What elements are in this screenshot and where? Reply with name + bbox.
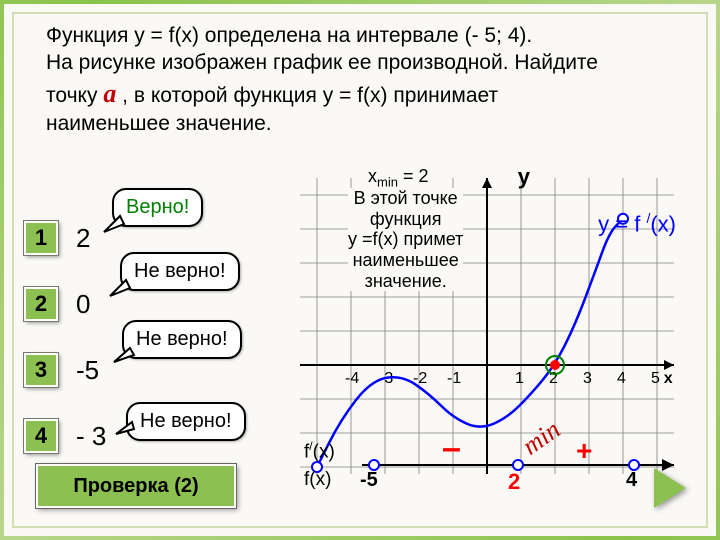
answer-button-1[interactable]: 1 — [24, 221, 58, 255]
answer-row: 1 2 — [24, 208, 106, 268]
bubble-wrong-2: Не верно! — [120, 252, 240, 291]
answer-button-2[interactable]: 2 — [24, 287, 58, 321]
answer-row: 4 - 3 — [24, 406, 106, 466]
check-button[interactable]: Проверка (2) — [36, 464, 236, 508]
answer-value-2: 0 — [76, 289, 90, 320]
sign-val-3: 4 — [626, 469, 637, 492]
problem-line3-pre: точку — [46, 84, 103, 107]
problem-line3-post: , в которой функция y = f(x) принимает — [122, 84, 498, 107]
answer-button-4[interactable]: 4 — [24, 419, 58, 453]
bubble-wrong-4: Не верно! — [126, 402, 246, 441]
svg-text:x: x — [664, 370, 673, 387]
problem-var: a — [103, 79, 116, 108]
sign-minus: – — [442, 429, 461, 468]
sign-val-2: 2 — [508, 469, 520, 495]
bubble-wrong-text: Не верно! — [140, 410, 232, 432]
problem-line1: Функция y = f(x) определена на интервале… — [46, 24, 532, 47]
next-button[interactable] — [654, 468, 686, 508]
sign-plus: + — [576, 435, 592, 467]
equation-label: y = f /(x) — [598, 210, 676, 237]
answer-value-4: - 3 — [76, 421, 106, 452]
svg-text:1: 1 — [515, 370, 524, 387]
answer-row: 2 0 — [24, 274, 106, 334]
bubble-tail-icon — [112, 420, 138, 438]
bubble-wrong-text: Не верно! — [136, 328, 228, 350]
answer-button-3[interactable]: 3 — [24, 353, 58, 387]
bubble-tail-icon — [98, 214, 128, 236]
xmin-callout: xmin = 2 — [368, 166, 428, 190]
sign-val-1: -5 — [360, 469, 378, 492]
fprime-label: f/(x) — [304, 439, 335, 463]
bubble-wrong-text: Не верно! — [134, 260, 226, 282]
svg-text:5: 5 — [651, 370, 660, 387]
svg-text:4: 4 — [617, 370, 626, 387]
answer-value-1: 2 — [76, 223, 90, 254]
svg-text:3: 3 — [583, 370, 592, 387]
svg-text:-4: -4 — [345, 370, 359, 387]
answer-row: 3 -5 — [24, 340, 106, 400]
answer-value-3: -5 — [76, 355, 99, 386]
bubble-correct-text: Верно! — [126, 196, 189, 218]
y-axis-label: y — [518, 164, 530, 190]
f-label: f(x) — [304, 469, 331, 491]
sign-analysis: f/(x) f(x) -5 2 4 – + min — [304, 437, 704, 512]
problem-line4: наименьшее значение. — [46, 112, 272, 135]
content-area: Функция y = f(x) определена на интервале… — [18, 18, 702, 522]
problem-text: Функция y = f(x) определена на интервале… — [18, 18, 702, 144]
problem-line2: На рисунке изображен график ее производн… — [46, 51, 598, 74]
svg-text:-1: -1 — [447, 370, 461, 387]
bubble-tail-icon — [104, 278, 134, 300]
slide-frame: Функция y = f(x) определена на интервале… — [0, 0, 720, 540]
explain-callout: В этой точкефункцияy =f(x) приметнаимень… — [348, 188, 463, 291]
answers-panel: 1 2 2 0 3 -5 4 - 3 — [24, 208, 106, 472]
bubble-tail-icon — [110, 346, 140, 366]
